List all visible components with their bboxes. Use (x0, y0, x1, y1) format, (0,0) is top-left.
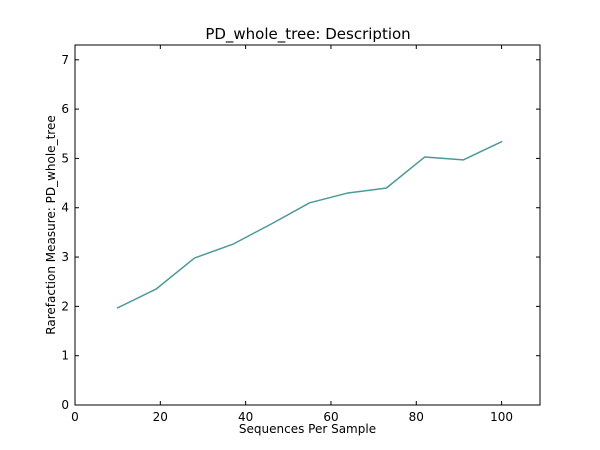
y-axis-ticks: 0 1 2 3 4 5 6 7 (61, 53, 540, 412)
y-tick-label: 2 (61, 299, 69, 313)
x-tick-label: 100 (490, 410, 513, 424)
y-tick-label: 4 (61, 201, 69, 215)
y-axis-title: Rarefaction Measure: PD_whole_tree (44, 115, 58, 334)
y-tick-label: 7 (61, 53, 69, 67)
y-tick-label: 6 (61, 102, 69, 116)
x-tick-label: 80 (409, 410, 424, 424)
series-line (116, 140, 503, 309)
x-tick-label: 60 (323, 410, 338, 424)
y-tick-label: 1 (61, 349, 69, 363)
x-axis-ticks: 0 20 40 60 80 100 (71, 45, 513, 424)
x-tick-label: 40 (238, 410, 253, 424)
plot-frame (74, 44, 541, 406)
x-axis-title: Sequences Per Sample (239, 422, 376, 436)
y-tick-label: 3 (61, 250, 69, 264)
chart-title: PD_whole_tree: Description (205, 25, 410, 44)
y-tick-label: 5 (61, 151, 69, 165)
x-tick-label: 20 (153, 410, 168, 424)
x-tick-label: 0 (71, 410, 79, 424)
y-tick-label: 0 (61, 398, 69, 412)
series-layer (116, 140, 503, 309)
